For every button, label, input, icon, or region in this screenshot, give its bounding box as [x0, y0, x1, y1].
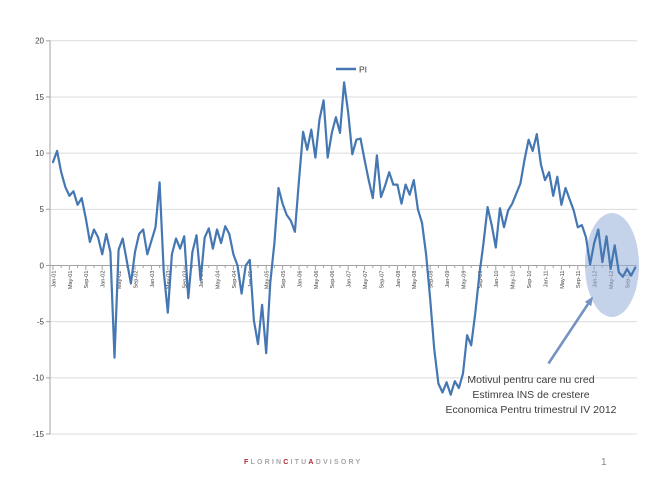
svg-text:-5: -5	[37, 317, 45, 326]
legend: PI	[336, 65, 367, 75]
svg-text:Sep-05: Sep-05	[281, 271, 287, 289]
svg-text:Jan-01: Jan-01	[51, 271, 57, 288]
pi-series-line	[51, 81, 637, 396]
svg-text:May-07: May-07	[363, 271, 369, 290]
annotation-line-2: Estimrea INS de crestere	[472, 389, 590, 401]
svg-text:Jan-06: Jan-06	[297, 271, 303, 288]
svg-text:Jan-10: Jan-10	[494, 271, 500, 288]
svg-text:Sep-09: Sep-09	[478, 271, 484, 289]
svg-text:Sep-10: Sep-10	[527, 271, 533, 289]
svg-text:May-02: May-02	[117, 271, 123, 290]
svg-text:15: 15	[35, 93, 44, 102]
gridlines	[50, 40, 637, 435]
brand-letters: LORIN	[250, 459, 284, 466]
x-axis-labels: Jan-01 May-01 Sep-01 Jan-02 May-02 Sep-02 Jan-…	[51, 271, 631, 290]
annotation-line-1: Motivul pentru care nu cred	[467, 374, 595, 386]
svg-text:20: 20	[35, 37, 44, 46]
brand-letters: ITU	[290, 459, 309, 466]
svg-text:May-08: May-08	[412, 271, 418, 290]
svg-text:May-10: May-10	[511, 271, 517, 290]
footer-brand: FLORINCITUADVISORY	[244, 459, 362, 466]
brand-letter-accent: A	[308, 459, 316, 466]
svg-text:Jan-09: Jan-09	[445, 271, 451, 288]
svg-text:10: 10	[35, 149, 44, 158]
svg-text:May-04: May-04	[215, 271, 221, 290]
svg-text:Sep-07: Sep-07	[379, 271, 385, 289]
page-number: 1	[601, 457, 607, 468]
svg-text:5: 5	[40, 205, 45, 214]
brand-letters: DVISORY	[315, 459, 363, 466]
svg-text:May-09: May-09	[461, 271, 467, 290]
brand-letter-accent: C	[283, 459, 291, 466]
y-axis-labels: 20 15 10 5 0 -5 -10 -15	[32, 37, 44, 439]
svg-text:Jan-02: Jan-02	[101, 271, 107, 288]
svg-text:Sep-11: Sep-11	[576, 271, 582, 289]
svg-text:Sep-04: Sep-04	[232, 271, 238, 289]
annotation-arrow	[547, 296, 593, 365]
svg-text:May-05: May-05	[265, 271, 271, 290]
svg-text:Sep-06: Sep-06	[330, 271, 336, 289]
svg-text:Jan-03: Jan-03	[150, 271, 156, 288]
svg-text:Jan-07: Jan-07	[347, 271, 353, 288]
svg-text:-15: -15	[32, 430, 44, 439]
svg-text:Sep-08: Sep-08	[429, 271, 435, 289]
svg-text:May-01: May-01	[68, 271, 74, 290]
annotation-text: Motivul pentru care nu cred Estimrea INS…	[412, 373, 650, 418]
svg-text:-10: -10	[32, 374, 44, 383]
svg-text:Sep-02: Sep-02	[133, 271, 139, 289]
legend-label: PI	[359, 65, 367, 75]
svg-text:Jan-11: Jan-11	[543, 271, 549, 288]
svg-text:Jan-04: Jan-04	[199, 271, 205, 288]
svg-text:Jan-08: Jan-08	[396, 271, 402, 288]
svg-text:Sep-03: Sep-03	[183, 271, 189, 289]
svg-text:May-06: May-06	[314, 271, 320, 290]
svg-text:0: 0	[40, 261, 45, 270]
annotation-line-3: Economica Pentru trimestrul IV 2012	[445, 404, 617, 416]
svg-text:Sep-01: Sep-01	[84, 271, 90, 289]
brand-letter-accent: F	[244, 459, 251, 466]
svg-text:May-11: May-11	[560, 271, 566, 289]
